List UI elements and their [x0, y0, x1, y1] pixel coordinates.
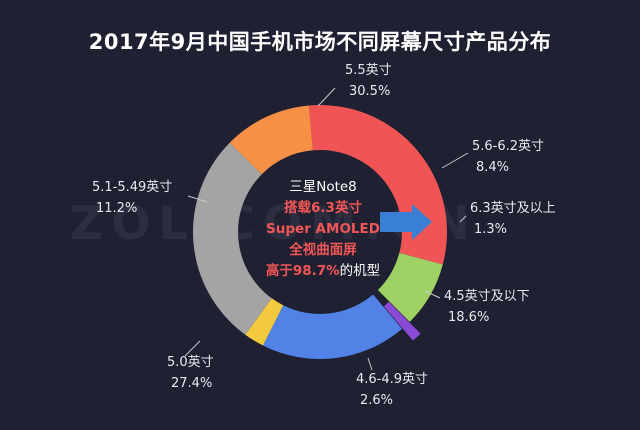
slice-5 — [192, 142, 272, 335]
center-line-5: 高于98.7%的机型 — [238, 261, 408, 282]
leader-line-6 — [187, 195, 208, 203]
slice-3 — [262, 294, 403, 359]
slice-2 — [383, 301, 421, 341]
center-rest: 的机型 — [339, 263, 381, 279]
slice-value-3: 18.6% — [448, 310, 489, 325]
slice-label-4: 4.6-4.9英寸 — [356, 372, 428, 387]
leader-line-3 — [424, 290, 441, 299]
slice-label-1: 5.6-6.2英寸 — [472, 139, 544, 154]
center-line-1: 三星Note8 — [289, 179, 357, 195]
center-line-2: 搭载6.3英寸 — [284, 200, 362, 216]
slice-1 — [377, 252, 443, 322]
leader-line-1 — [441, 152, 469, 169]
leader-line-0 — [317, 87, 336, 107]
chart-title: 2017年9月中国手机市场不同屏幕尺寸产品分布 — [88, 30, 552, 54]
leader-line-2 — [459, 215, 467, 223]
leader-line-5 — [184, 340, 201, 357]
center-annotation: 三星Note8 搭载6.3英寸 Super AMOLED 全视曲面屏 高于98.… — [238, 177, 408, 282]
slice-value-0: 30.5% — [349, 84, 390, 99]
slice-label-3: 4.5英寸及以下 — [444, 289, 530, 304]
slice-value-4: 2.6% — [360, 393, 393, 408]
slice-label-5: 5.0英寸 — [167, 355, 214, 370]
center-line-4: 全视曲面屏 — [289, 242, 357, 258]
slice-value-6: 11.2% — [96, 201, 137, 216]
slice-label-2: 6.3英寸及以上 — [470, 201, 556, 216]
center-line-3: Super AMOLED — [266, 221, 380, 237]
slice-label-6: 5.1-5.49英寸 — [92, 180, 172, 195]
slice-value-2: 1.3% — [474, 222, 507, 237]
slice-6 — [229, 105, 313, 175]
arrow-icon — [380, 204, 432, 240]
slice-label-0: 5.5英寸 — [345, 63, 392, 78]
center-highlight: 高于98.7% — [265, 263, 340, 279]
slice-value-1: 8.4% — [476, 160, 509, 175]
leader-line-4 — [367, 357, 373, 371]
slice-4 — [245, 298, 284, 346]
slice-value-5: 27.4% — [171, 376, 212, 391]
